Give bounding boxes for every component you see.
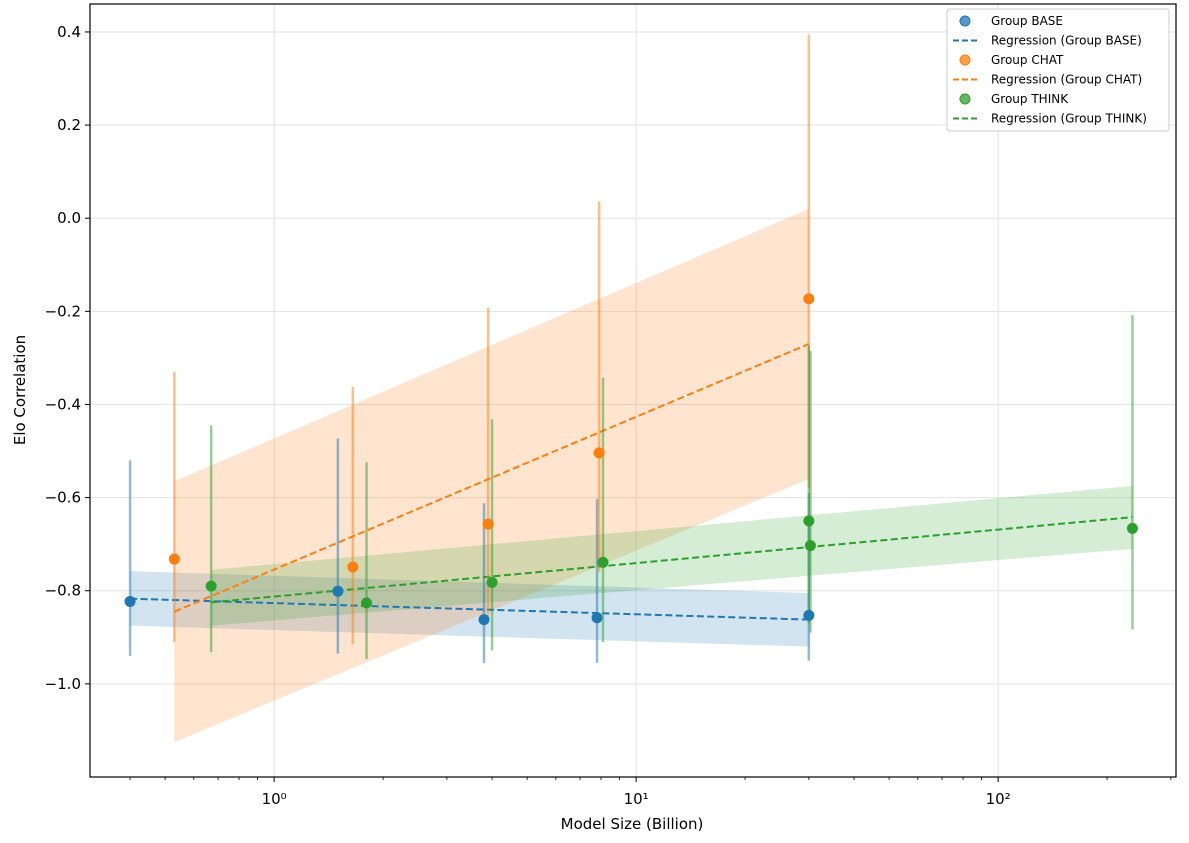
- data-point: [1126, 522, 1138, 534]
- legend-label: Group THINK: [991, 92, 1069, 106]
- regression-lines: [130, 343, 1133, 621]
- x-tick-label: 10¹: [624, 790, 649, 808]
- data-point: [597, 556, 609, 568]
- x-tick-label: 10⁰: [262, 790, 287, 808]
- data-point: [478, 614, 490, 626]
- y-tick-label: −0.6: [45, 489, 81, 507]
- data-point: [347, 561, 359, 573]
- error-bars: [128, 34, 1134, 663]
- confidence-band: [211, 485, 1133, 626]
- data-points: [124, 293, 1138, 626]
- y-axis-label: Elo Correlation: [11, 335, 29, 445]
- plot-frame: [89, 3, 1177, 778]
- data-point: [591, 612, 603, 624]
- regression-line: [211, 516, 1133, 604]
- data-point: [803, 293, 815, 305]
- legend-marker: [959, 15, 971, 27]
- data-point: [482, 518, 494, 530]
- data-point: [593, 447, 605, 459]
- data-point: [803, 609, 815, 621]
- data-point: [168, 553, 180, 565]
- regression-line: [130, 597, 809, 621]
- data-point: [124, 595, 136, 607]
- x-axis-label: Model Size (Billion): [561, 815, 704, 833]
- data-point: [486, 576, 498, 588]
- legend-label: Regression (Group BASE): [991, 34, 1142, 48]
- grid-lines: [90, 4, 1176, 777]
- legend-label: Regression (Group THINK): [991, 112, 1147, 126]
- data-point: [803, 515, 815, 527]
- legend: Group BASE Regression (Group BASE) Group C…: [946, 8, 1170, 132]
- legend-label: Group CHAT: [991, 53, 1064, 67]
- x-axis-ticks: 10⁰ 10¹ 10²: [129, 777, 1172, 808]
- data-point: [804, 540, 816, 552]
- y-tick-label: 0.0: [57, 209, 81, 227]
- legend-marker: [959, 54, 971, 66]
- y-tick-label: −1.0: [45, 675, 81, 693]
- legend-box: [946, 8, 1170, 132]
- data-point: [361, 597, 373, 609]
- y-tick-label: −0.4: [45, 395, 81, 413]
- legend-label: Group BASE: [991, 14, 1063, 28]
- x-tick-label: 10²: [986, 790, 1011, 808]
- y-tick-label: 0.2: [57, 116, 81, 134]
- data-point: [205, 580, 217, 592]
- y-tick-label: 0.4: [57, 23, 81, 41]
- plot-background: [90, 4, 1176, 777]
- y-tick-label: −0.8: [45, 582, 81, 600]
- y-tick-label: −0.2: [45, 302, 81, 320]
- y-axis-ticks: 0.4 0.2 0.0 −0.2 −0.4 −0.6 −0.8 −1.0: [45, 23, 90, 693]
- regression-line: [173, 343, 810, 613]
- legend-label: Regression (Group CHAT): [991, 73, 1142, 87]
- legend-marker: [959, 93, 971, 105]
- data-point: [332, 585, 344, 597]
